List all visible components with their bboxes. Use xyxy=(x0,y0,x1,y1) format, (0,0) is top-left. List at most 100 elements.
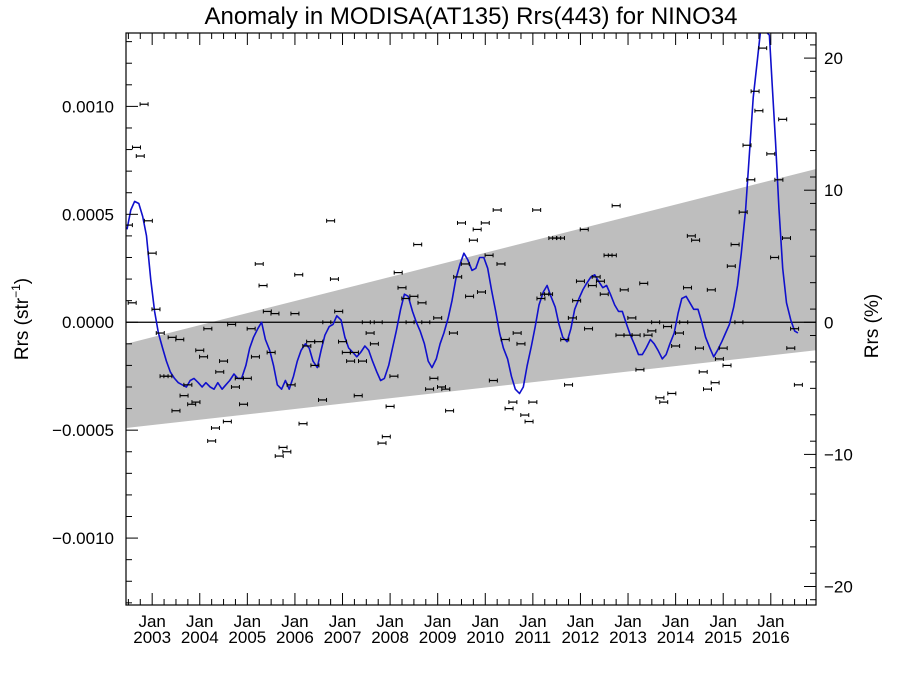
data-point xyxy=(397,285,407,290)
data-point xyxy=(163,374,173,379)
data-point xyxy=(484,253,494,258)
data-point xyxy=(639,281,649,286)
data-point xyxy=(781,236,791,241)
data-point xyxy=(778,117,788,122)
x-tick-label-year: 2006 xyxy=(276,628,314,647)
data-point xyxy=(358,359,368,364)
data-point xyxy=(718,346,728,351)
data-point xyxy=(746,177,756,182)
data-point xyxy=(774,177,784,182)
x-tick-label-year: 2005 xyxy=(228,628,266,647)
data-point xyxy=(147,251,157,256)
data-point xyxy=(544,292,554,297)
data-point xyxy=(587,283,597,288)
data-point xyxy=(663,324,673,329)
data-point xyxy=(274,454,284,459)
y-axis-label-left-base: Rrs (str xyxy=(12,297,33,360)
data-point xyxy=(191,400,201,405)
data-point xyxy=(334,309,344,314)
y-tick-label-right: −10 xyxy=(824,445,853,464)
data-point xyxy=(179,393,189,398)
data-point xyxy=(472,227,482,232)
data-point xyxy=(631,333,641,338)
data-point xyxy=(694,346,704,351)
trend-band-layer xyxy=(126,168,816,429)
x-tick-label-year: 2016 xyxy=(752,628,790,647)
data-point xyxy=(512,331,522,336)
data-point xyxy=(266,350,276,355)
data-point xyxy=(488,378,498,383)
data-point xyxy=(199,354,209,359)
data-point xyxy=(766,151,776,156)
data-point xyxy=(417,300,427,305)
data-point xyxy=(476,290,486,295)
data-point xyxy=(210,426,220,431)
data-point xyxy=(377,441,387,446)
x-tick-label-year: 2011 xyxy=(515,628,552,647)
data-point xyxy=(433,315,443,320)
y-tick-label-right: −20 xyxy=(824,578,853,597)
data-point xyxy=(763,29,771,33)
data-point xyxy=(361,320,371,325)
data-point xyxy=(722,363,732,368)
data-point xyxy=(686,233,696,238)
x-tick-label-month: Jan xyxy=(329,612,356,631)
x-tick-label-month: Jan xyxy=(472,612,499,631)
data-point xyxy=(215,369,225,374)
data-point xyxy=(242,376,252,381)
x-tick-label-month: Jan xyxy=(376,612,403,631)
x-tick-label-year: 2008 xyxy=(371,628,409,647)
data-point xyxy=(667,391,677,396)
data-point xyxy=(143,218,153,223)
y-tick-label-right: 20 xyxy=(824,49,843,68)
data-point xyxy=(126,223,133,228)
data-point xyxy=(219,359,229,364)
data-point xyxy=(183,382,193,387)
data-point xyxy=(698,369,708,374)
data-point xyxy=(584,326,594,331)
data-point xyxy=(171,408,181,413)
data-point xyxy=(480,220,490,225)
data-point xyxy=(524,419,534,424)
data-point xyxy=(246,326,256,331)
y-tick-label-right: 0 xyxy=(824,313,833,332)
x-tick-label-month: Jan xyxy=(662,612,689,631)
data-point xyxy=(322,320,332,325)
data-point xyxy=(139,102,149,107)
data-point xyxy=(429,376,439,381)
data-point xyxy=(227,322,237,327)
data-point xyxy=(270,311,280,316)
data-point xyxy=(187,402,197,407)
data-point xyxy=(575,279,585,284)
data-point xyxy=(298,421,308,426)
data-point xyxy=(532,207,542,212)
x-tick-label-month: Jan xyxy=(138,612,165,631)
data-point xyxy=(790,326,800,331)
data-point xyxy=(643,333,653,338)
data-point xyxy=(453,274,463,279)
data-point xyxy=(635,367,645,372)
data-point xyxy=(468,238,478,243)
data-point xyxy=(647,328,657,333)
data-point xyxy=(314,339,324,344)
data-point xyxy=(595,279,605,284)
data-point xyxy=(448,331,458,336)
chart-title: Anomaly in MODISA(AT135) Rrs(443) for NI… xyxy=(204,3,737,30)
data-point xyxy=(203,326,213,331)
plot-frame xyxy=(125,32,817,606)
data-point xyxy=(730,242,740,247)
x-tick-label-month: Jan xyxy=(234,612,261,631)
y-tick-label-left: 0.0000 xyxy=(62,313,114,332)
y-axis-label-left-sup: −1 xyxy=(9,284,23,298)
x-tick-label-month: Jan xyxy=(709,612,736,631)
data-point xyxy=(504,406,514,411)
data-point xyxy=(445,408,455,413)
data-point xyxy=(290,311,300,316)
data-point xyxy=(278,445,288,450)
data-point xyxy=(742,143,752,148)
x-tick-label-year: 2012 xyxy=(562,628,600,647)
axes: Jan2003Jan2004Jan2005Jan2006Jan2007Jan20… xyxy=(52,32,853,647)
data-point xyxy=(338,339,348,344)
trend-band xyxy=(126,168,816,429)
x-tick-label-year: 2015 xyxy=(704,628,742,647)
